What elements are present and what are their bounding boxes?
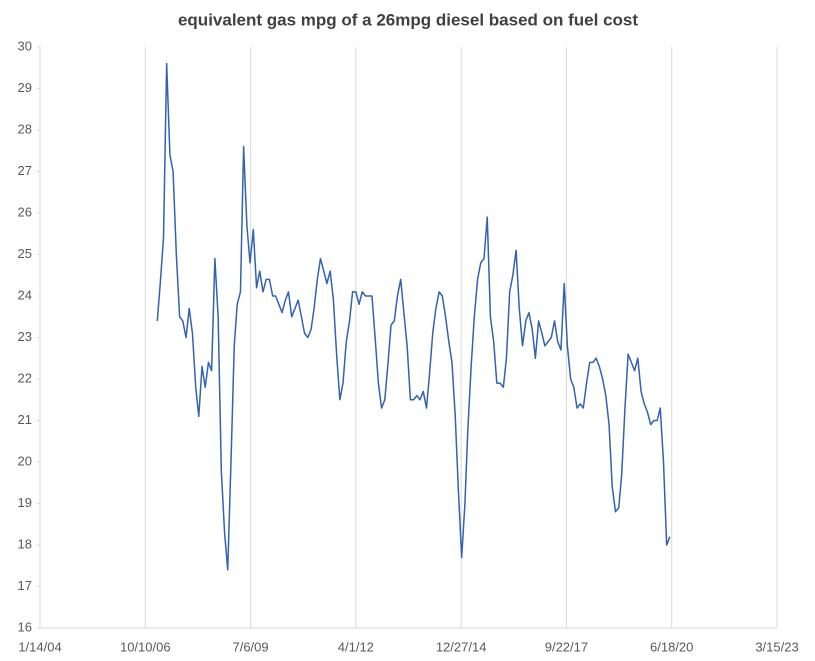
y-tick-label: 28 bbox=[18, 121, 32, 136]
chart-title: equivalent gas mpg of a 26mpg diesel bas… bbox=[178, 10, 638, 29]
y-tick-label: 30 bbox=[18, 38, 32, 53]
y-tick-label: 22 bbox=[18, 370, 32, 385]
x-tick-label: 12/27/14 bbox=[436, 639, 487, 654]
line-series bbox=[156, 62, 671, 571]
y-tick-label: 29 bbox=[18, 80, 32, 95]
x-tick-label: 7/6/09 bbox=[232, 639, 268, 654]
x-tick-label: 10/10/06 bbox=[120, 639, 171, 654]
y-tick-label: 19 bbox=[18, 495, 32, 510]
y-tick-label: 17 bbox=[18, 578, 32, 593]
x-tick-label: 1/14/04 bbox=[18, 639, 61, 654]
y-tick-label: 26 bbox=[18, 204, 32, 219]
x-tick-label: 9/22/17 bbox=[545, 639, 588, 654]
y-tick-label: 16 bbox=[18, 619, 32, 634]
y-tick-label: 23 bbox=[18, 329, 32, 344]
x-tick-label: 6/18/20 bbox=[650, 639, 693, 654]
x-tick-label: 3/15/23 bbox=[755, 639, 798, 654]
y-tick-label: 20 bbox=[18, 453, 32, 468]
y-tick-label: 21 bbox=[18, 412, 32, 427]
y-tick-label: 24 bbox=[18, 287, 32, 302]
x-tick-label: 4/1/12 bbox=[338, 639, 374, 654]
y-tick-label: 27 bbox=[18, 163, 32, 178]
y-tick-label: 25 bbox=[18, 246, 32, 261]
y-tick-label: 18 bbox=[18, 536, 32, 551]
